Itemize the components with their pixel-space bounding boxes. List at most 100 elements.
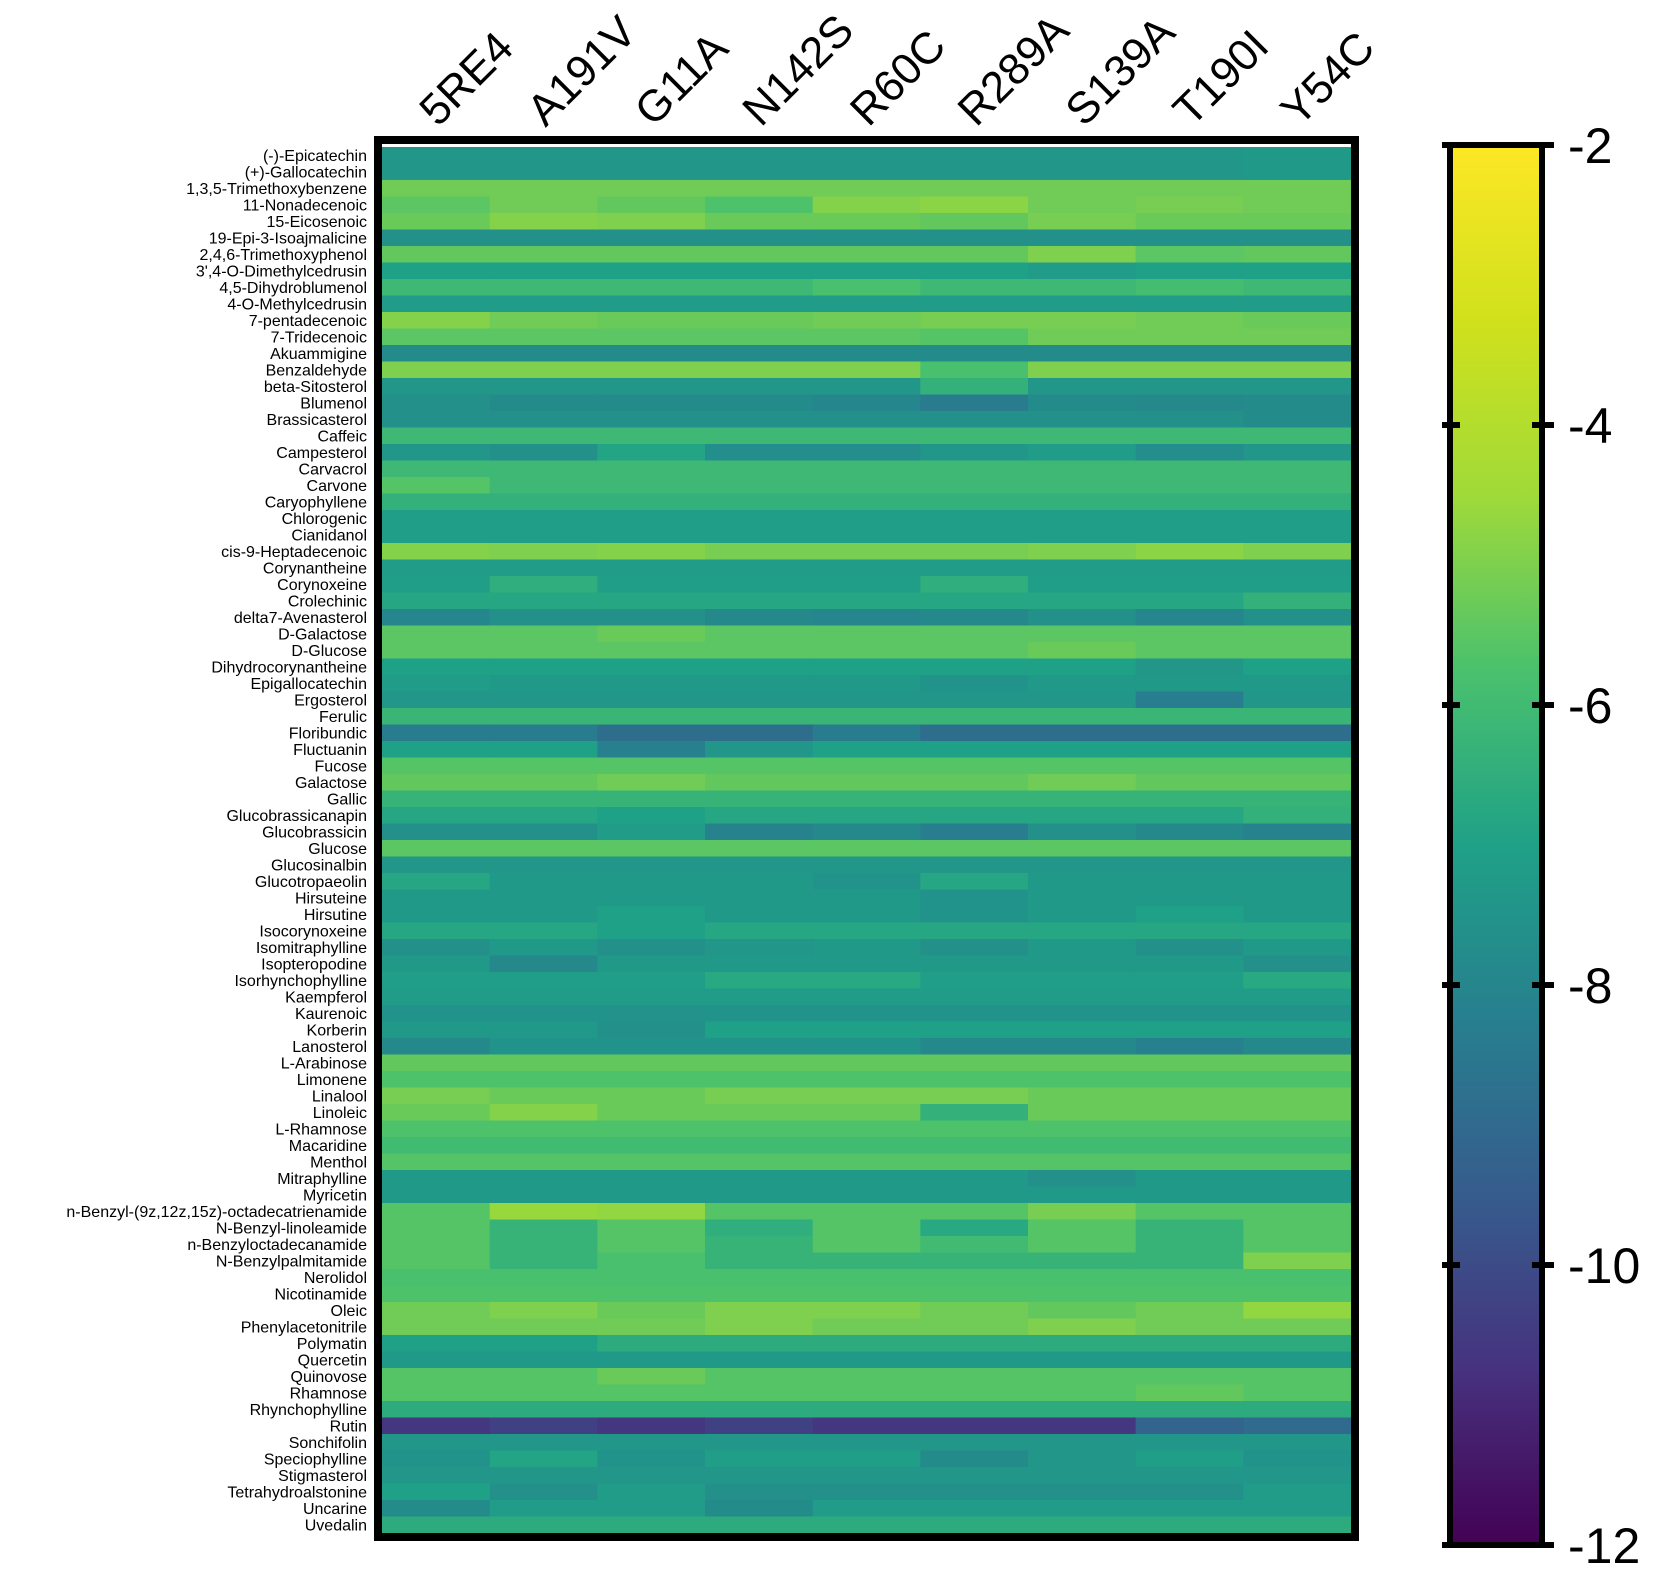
heatmap-cell [920,262,1029,280]
column-label: A191V [518,7,647,136]
heatmap-cell [382,1153,491,1171]
heatmap-cell [705,246,814,264]
row-label: Gallic [327,791,367,808]
heatmap-cell [1028,1252,1137,1270]
row-label: Chlorogenic [282,511,367,528]
heatmap-cell [920,427,1029,445]
row-label: Isopteropodine [261,956,367,973]
heatmap-cell [1243,411,1352,429]
heatmap-cell [812,856,921,874]
heatmap-cell [489,1318,598,1336]
heatmap-cell [920,840,1029,858]
heatmap-cell [1243,1005,1352,1023]
row-label: Benzaldehyde [266,362,368,379]
heatmap-cell [597,1269,706,1287]
row-label: 1,3,5-Trimethoxybenzene [186,181,367,198]
heatmap-cell [1028,922,1137,940]
heatmap-cell [382,889,491,907]
heatmap-cell [489,708,598,726]
heatmap-cell [489,1038,598,1056]
heatmap-cell [1028,1384,1137,1402]
heatmap-cell [1028,741,1137,759]
heatmap-cell [382,444,491,462]
heatmap-cell [489,295,598,313]
heatmap-cell [1135,1500,1244,1518]
row-label: Macaridine [289,1138,367,1155]
heatmap-cell [489,1203,598,1221]
heatmap-cell [920,1186,1029,1204]
heatmap-cell [489,955,598,973]
heatmap-cell [920,1384,1029,1402]
heatmap-cell [489,1434,598,1452]
heatmap-cell [705,1467,814,1485]
row-label: Caffeic [317,428,367,445]
heatmap-cell [1135,345,1244,363]
heatmap-cell [812,493,921,511]
heatmap-cell [812,1252,921,1270]
heatmap-cell [382,840,491,858]
heatmap-cell [705,774,814,792]
heatmap-cell [597,444,706,462]
heatmap-cell [1135,609,1244,627]
heatmap-cell [597,1153,706,1171]
heatmap-cell [489,906,598,924]
heatmap-cell [920,1467,1029,1485]
heatmap-cell [1243,576,1352,594]
heatmap-cell [705,328,814,346]
heatmap-cell [1028,295,1137,313]
heatmap-cell [1243,279,1352,297]
heatmap-cell [382,609,491,627]
heatmap-cell [1028,1087,1137,1105]
heatmap-cell [705,708,814,726]
heatmap-cell [1135,477,1244,495]
heatmap-cell [1243,559,1352,577]
heatmap-cell [920,1417,1029,1435]
row-label: 7-Tridecenoic [271,329,367,346]
heatmap-cell [1135,213,1244,231]
heatmap-cell [812,526,921,544]
heatmap-cell [1243,1483,1352,1501]
heatmap-cell [1243,1170,1352,1188]
heatmap-cell [1028,724,1137,742]
row-label: Brassicasterol [267,412,367,429]
heatmap-cell [1135,444,1244,462]
heatmap-cell [597,1054,706,1072]
heatmap-cell [382,741,491,759]
heatmap-cell [489,988,598,1006]
heatmap-cell [382,1170,491,1188]
heatmap-cell [812,361,921,379]
row-label: 4,5-Dihydroblumenol [219,280,367,297]
heatmap-cell [1243,1417,1352,1435]
heatmap-cell [1243,526,1352,544]
row-label: Linalool [312,1088,367,1105]
heatmap-cell [1243,312,1352,330]
heatmap-cell [597,1483,706,1501]
heatmap-cell [1135,1203,1244,1221]
heatmap-cell [489,1087,598,1105]
heatmap-cell [1135,262,1244,280]
row-label: Korberin [307,1022,367,1039]
heatmap-cell [1135,1071,1244,1089]
heatmap-cell [382,972,491,990]
heatmap-cell [382,1335,491,1353]
row-label: Isocorynoxeine [259,923,367,940]
heatmap-cell [920,1236,1029,1254]
heatmap-cell [382,1351,491,1369]
row-label: (+)-Gallocatechin [245,164,367,181]
row-label: Uncarine [303,1501,367,1518]
heatmap-cell [920,213,1029,231]
heatmap-cell [1243,510,1352,528]
heatmap-cell [812,1071,921,1089]
heatmap-cell [1135,378,1244,396]
heatmap-cell [382,658,491,676]
heatmap-cell [597,1401,706,1419]
row-label: Galactose [295,775,367,792]
heatmap-cell [382,922,491,940]
heatmap-cell [382,691,491,709]
heatmap-cell [1243,1120,1352,1138]
heatmap-cell [705,1203,814,1221]
heatmap-cell [1243,246,1352,264]
heatmap-cell [812,1500,921,1518]
heatmap-cell [382,345,491,363]
heatmap-cell [920,642,1029,660]
